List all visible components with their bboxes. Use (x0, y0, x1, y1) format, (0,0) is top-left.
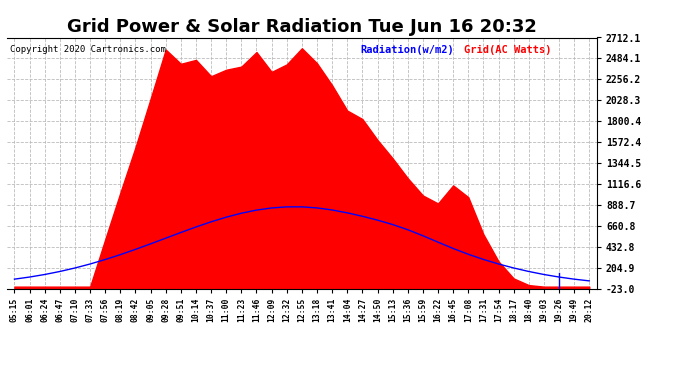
Text: Grid(AC Watts): Grid(AC Watts) (464, 45, 551, 55)
Text: Radiation(w/m2): Radiation(w/m2) (361, 45, 455, 55)
Title: Grid Power & Solar Radiation Tue Jun 16 20:32: Grid Power & Solar Radiation Tue Jun 16 … (67, 18, 537, 36)
Text: Copyright 2020 Cartronics.com: Copyright 2020 Cartronics.com (10, 45, 166, 54)
